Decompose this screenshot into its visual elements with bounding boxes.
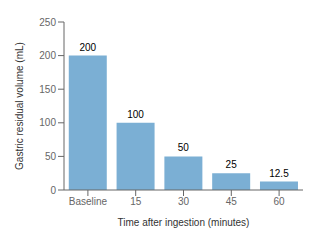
svg-text:30: 30 — [178, 196, 190, 207]
svg-text:45: 45 — [226, 196, 238, 207]
svg-text:12.5: 12.5 — [269, 168, 289, 179]
svg-text:Baseline: Baseline — [69, 196, 108, 207]
svg-text:25: 25 — [226, 159, 238, 170]
svg-text:0: 0 — [50, 185, 56, 196]
svg-text:200: 200 — [79, 42, 96, 53]
svg-text:60: 60 — [274, 196, 286, 207]
svg-text:200: 200 — [39, 50, 56, 61]
svg-text:150: 150 — [39, 84, 56, 95]
svg-text:100: 100 — [127, 109, 144, 120]
svg-text:50: 50 — [178, 142, 190, 153]
svg-text:Time after ingestion (minutes): Time after ingestion (minutes) — [118, 217, 250, 228]
svg-text:15: 15 — [130, 196, 142, 207]
svg-text:Gastric residual volume (mL): Gastric residual volume (mL) — [14, 42, 25, 170]
svg-text:50: 50 — [45, 151, 57, 162]
svg-text:100: 100 — [39, 117, 56, 128]
svg-text:250: 250 — [39, 17, 56, 28]
